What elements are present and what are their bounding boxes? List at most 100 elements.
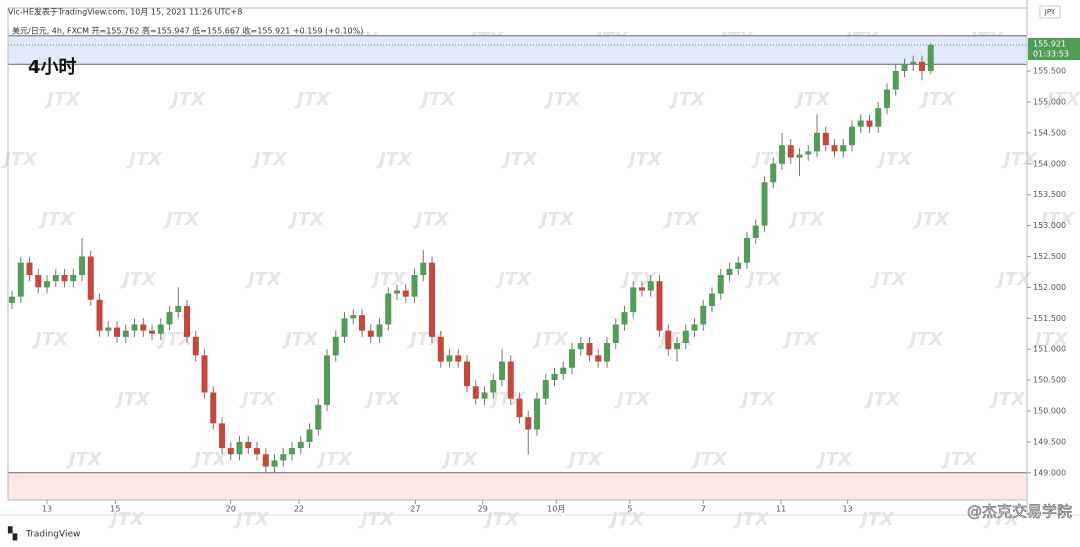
candle-body — [892, 71, 899, 90]
candle-body — [717, 275, 724, 294]
watermark: JTX — [376, 149, 413, 170]
watermarks: JTX JTX JTX JTX JTX JTX JTX JTX JTX JTX JTX JTX JTX J… — [1, 29, 1080, 530]
watermark: JTX — [114, 389, 151, 410]
x-tick-label: 13 — [42, 505, 52, 514]
watermark: JTX — [441, 449, 478, 470]
candle-body — [175, 305, 182, 313]
candle-body — [665, 330, 672, 350]
watermark: JTX — [788, 209, 825, 230]
watermark: JTX — [66, 449, 103, 470]
candle-body — [376, 324, 383, 337]
timeframe-label: 4小时 — [28, 57, 77, 78]
candle-body — [840, 145, 847, 152]
watermark: JTX — [44, 89, 81, 110]
candle-body — [411, 275, 418, 297]
watermark: JTX — [288, 209, 325, 230]
candle-body — [796, 154, 803, 158]
candle-body — [429, 262, 436, 337]
candle-body — [744, 237, 751, 263]
watermark: JTX — [126, 149, 163, 170]
candle-body — [490, 380, 497, 393]
watermark: JTX — [1001, 149, 1038, 170]
candle-body — [849, 126, 856, 146]
candle-body — [245, 441, 252, 449]
watermark: JTX — [316, 449, 353, 470]
candle-body — [324, 355, 331, 405]
candle-body — [621, 312, 628, 325]
y-tick-label: 151.500 — [1033, 314, 1066, 323]
y-tick-label: 155.000 — [1033, 97, 1066, 106]
watermark: JTX — [163, 209, 200, 230]
watermark: JTX — [794, 89, 831, 110]
candle-body — [35, 275, 42, 288]
watermark: JTX — [989, 389, 1026, 410]
x-tick-label: 15 — [110, 505, 120, 514]
candle-body — [367, 330, 374, 337]
candle-body — [857, 120, 864, 127]
watermark: JTX — [626, 149, 663, 170]
watermark: JTX — [620, 269, 657, 290]
x-tick-label: 22 — [294, 505, 304, 514]
watermark: JTX — [538, 209, 575, 230]
watermark: JTX — [294, 89, 331, 110]
candle-body — [595, 355, 602, 362]
candle-body — [472, 386, 479, 399]
candle-body — [875, 108, 882, 127]
watermark: JTX — [782, 329, 819, 350]
candle-body — [709, 293, 716, 306]
candle-body — [586, 343, 593, 356]
watermark: JTX — [191, 449, 228, 470]
watermark: JTX — [544, 89, 581, 110]
candle-body — [866, 120, 873, 127]
currency-box — [1039, 5, 1061, 19]
plot — [7, 35, 1028, 501]
candle-body — [822, 132, 829, 146]
candle-body — [455, 355, 462, 362]
watermark: JTX — [876, 149, 913, 170]
candle-body — [560, 367, 567, 374]
y-tick-label: 149.000 — [1033, 468, 1066, 477]
candle-body — [44, 281, 51, 288]
candle-body — [927, 45, 934, 72]
candle-body — [122, 330, 129, 337]
candle-body — [341, 318, 348, 337]
candle-body — [507, 361, 514, 399]
zone — [7, 472, 1028, 501]
candle-body — [569, 349, 576, 368]
candle-body — [227, 448, 234, 455]
zone — [7, 35, 1028, 65]
x-tick-label: 20 — [226, 505, 236, 514]
watermark: JTX — [501, 149, 538, 170]
candle-body — [332, 336, 339, 356]
x-tick-label: 11 — [776, 505, 786, 514]
candle-body — [402, 290, 409, 297]
candle-body — [639, 287, 646, 291]
candle-body — [306, 429, 313, 442]
watermark: JTX — [691, 449, 728, 470]
candle-body — [131, 324, 138, 331]
watermark: JTX — [983, 509, 1020, 530]
candle-body — [446, 355, 453, 362]
candle-body — [359, 315, 366, 331]
logo-mark: ▚ — [7, 526, 18, 541]
watermark: JTX — [483, 509, 520, 530]
y-tick-label: 153.500 — [1033, 190, 1066, 199]
watermark: JTX — [1044, 89, 1080, 110]
candle-body — [9, 296, 16, 303]
candle-body — [26, 262, 33, 276]
candle-body — [481, 392, 488, 399]
candle-body — [166, 312, 173, 325]
candle-body — [542, 380, 549, 399]
candle-body — [315, 404, 322, 430]
y-tick-label: 155.500 — [1033, 67, 1066, 76]
candle-body — [464, 361, 471, 387]
y-tick-label: 152.000 — [1033, 283, 1066, 292]
candle-body — [516, 398, 523, 418]
x-tick-label: 13 — [843, 505, 853, 514]
candle-body — [289, 448, 296, 455]
y-tick-label: 154.500 — [1033, 128, 1066, 137]
y-tick-label: 151.000 — [1033, 345, 1066, 354]
candle-body — [534, 398, 541, 430]
candle-body — [700, 305, 707, 325]
candle-body — [577, 343, 584, 350]
